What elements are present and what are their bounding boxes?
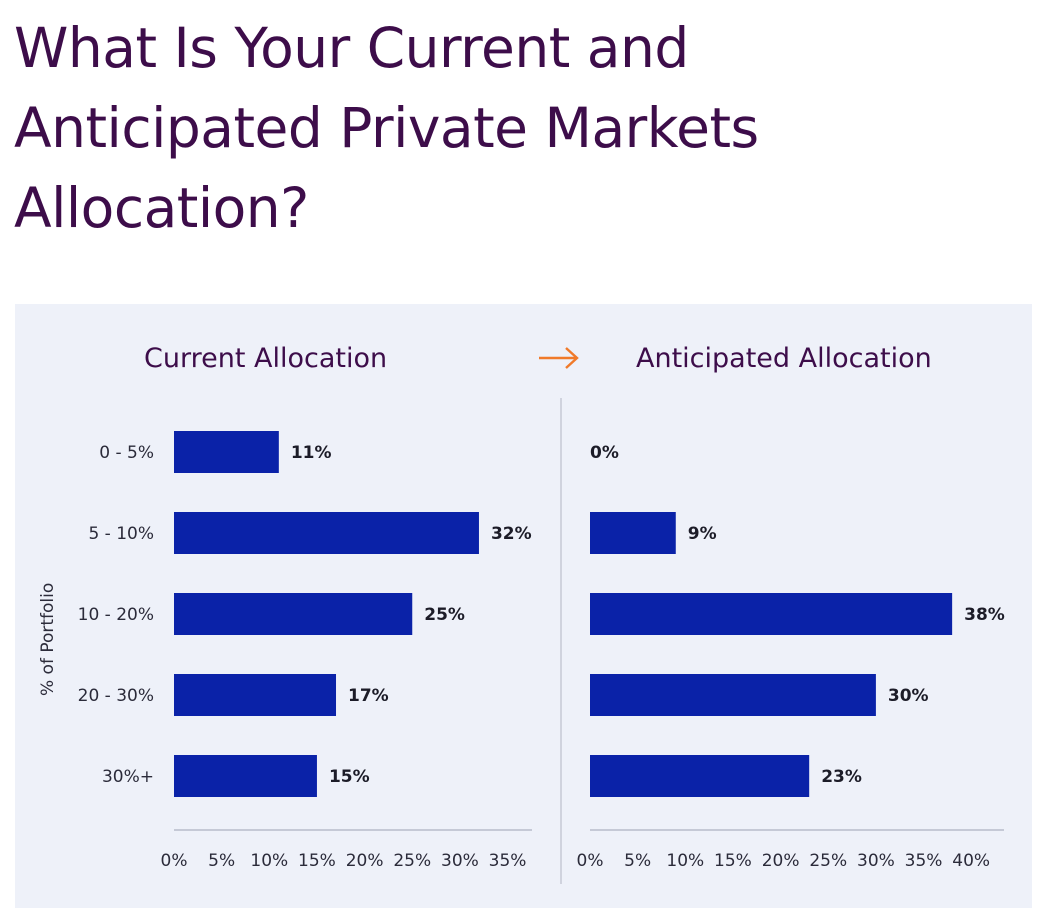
y-axis-title: % of Portfolio	[38, 583, 58, 696]
tick-label: 40%	[952, 851, 990, 871]
title-line-3: Allocation?	[14, 176, 309, 240]
bar	[174, 593, 413, 635]
allocation-chart: Current Allocation Anticipated Allocatio…	[38, 343, 1005, 884]
bar	[174, 674, 337, 716]
value-label: 38%	[964, 605, 1005, 625]
value-label: 15%	[329, 767, 370, 787]
bar	[174, 431, 279, 473]
tick-label: 5%	[208, 851, 235, 871]
tick-label: 30%	[441, 851, 479, 871]
page-title: What Is Your Current and Anticipated Pri…	[14, 8, 1014, 248]
category-label: 10 - 20%	[78, 605, 154, 625]
bar	[174, 512, 479, 554]
bar	[590, 755, 810, 797]
value-label: 23%	[821, 767, 862, 787]
tick-label: 10%	[666, 851, 704, 871]
tick-label: 35%	[905, 851, 943, 871]
arrow-right-icon	[539, 347, 579, 369]
tick-label: 5%	[624, 851, 651, 871]
bar	[174, 755, 317, 797]
chart-panel: Current Allocation Anticipated Allocatio…	[15, 304, 1032, 908]
tick-label: 0%	[577, 851, 604, 871]
bar	[590, 512, 676, 554]
tick-label: 25%	[809, 851, 847, 871]
value-label: 30%	[888, 686, 929, 706]
anticipated-allocation-title: Anticipated Allocation	[636, 343, 932, 374]
category-label: 30%+	[102, 767, 154, 787]
tick-label: 30%	[857, 851, 895, 871]
tick-label: 20%	[346, 851, 384, 871]
tick-label: 20%	[762, 851, 800, 871]
tick-label: 35%	[489, 851, 527, 871]
title-line-2: Anticipated Private Markets	[14, 96, 759, 160]
category-label: 5 - 10%	[88, 524, 154, 544]
current-allocation-title: Current Allocation	[144, 343, 387, 374]
value-label: 17%	[348, 686, 389, 706]
category-label: 20 - 30%	[78, 686, 154, 706]
value-label: 11%	[291, 443, 332, 463]
value-label: 9%	[688, 524, 717, 544]
tick-label: 25%	[393, 851, 431, 871]
current-allocation-plot: 0 - 5% 11% 5 - 10% 32% 10 - 20% 25% 20 - 30% 17…	[78, 431, 532, 871]
value-label: 32%	[491, 524, 532, 544]
value-label: 0%	[590, 443, 619, 463]
bar	[590, 593, 953, 635]
value-label: 25%	[424, 605, 465, 625]
tick-label: 15%	[298, 851, 336, 871]
bar	[590, 674, 876, 716]
anticipated-allocation-plot: 0% 9% 38% 30% 23% 0% 5% 10% 15% 20% 25% 30% 35% 40%	[577, 443, 1005, 871]
category-label: 0 - 5%	[99, 443, 154, 463]
title-line-1: What Is Your Current and	[14, 16, 689, 80]
tick-label: 0%	[161, 851, 188, 871]
tick-label: 15%	[714, 851, 752, 871]
tick-label: 10%	[250, 851, 288, 871]
